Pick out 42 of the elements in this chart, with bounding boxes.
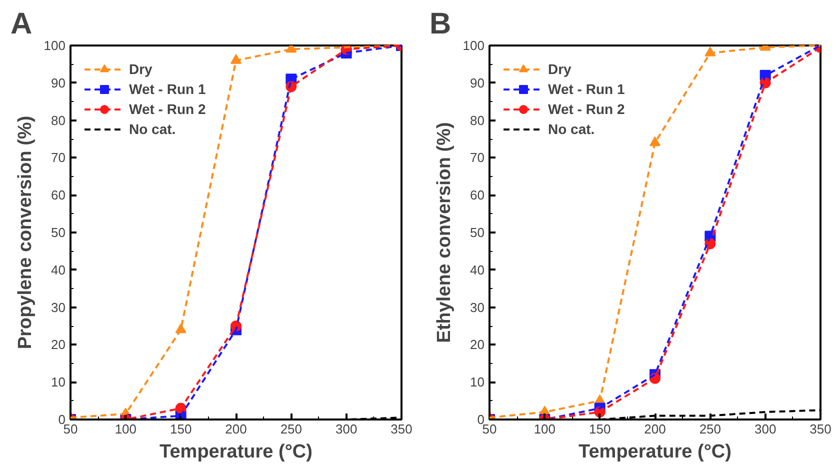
x-tick-label: 150 <box>170 422 192 436</box>
x-axis-title: Temperature (°C) <box>160 442 312 462</box>
y-tick-label: 90 <box>51 75 66 90</box>
x-tick-label: 200 <box>644 422 666 436</box>
y-tick-label: 10 <box>51 374 66 390</box>
legend-label: Wet - Run 2 <box>129 101 206 117</box>
y-axis-title: Propylene conversion (%) <box>14 116 36 350</box>
chart-title: A <box>10 8 32 40</box>
y-tick-label: 80 <box>470 112 485 128</box>
x-axis-title: Temperature (°C) <box>578 442 732 462</box>
x-tick-label: 350 <box>810 422 832 436</box>
legend-label: Wet - Run 1 <box>129 81 206 97</box>
y-tick-label: 30 <box>51 300 66 315</box>
x-tick-label: 350 <box>390 422 412 436</box>
y-tick-label: 90 <box>470 75 485 90</box>
x-tick-label: 250 <box>699 422 722 436</box>
y-tick-label: 20 <box>470 337 485 352</box>
y-tick-label: 60 <box>470 188 485 203</box>
y-tick-label: 100 <box>44 38 66 53</box>
y-tick-label: 50 <box>51 225 66 240</box>
y-tick-label: 70 <box>470 150 485 166</box>
y-axis-title: Ethylene conversion (%) <box>434 122 455 343</box>
legend-label: Dry <box>129 61 152 77</box>
y-tick-label: 70 <box>51 150 66 166</box>
y-tick-label: 50 <box>470 225 485 240</box>
y-tick-label: 20 <box>51 337 66 352</box>
y-tick-label: 40 <box>470 262 485 278</box>
y-tick-label: 100 <box>462 38 485 53</box>
x-tick-label: 300 <box>335 422 358 436</box>
x-tick-label: 250 <box>280 422 302 436</box>
x-tick-label: 200 <box>225 422 247 436</box>
y-tick-label: 10 <box>470 374 485 390</box>
y-tick-label: 40 <box>51 262 66 278</box>
y-tick-label: 60 <box>51 188 66 203</box>
y-tick-label: 30 <box>470 300 485 315</box>
x-tick-label: 300 <box>754 422 776 436</box>
x-tick-label: 100 <box>534 422 556 436</box>
x-tick-label: 100 <box>114 422 137 436</box>
chart-title: B <box>430 8 452 40</box>
y-tick-label: 80 <box>51 112 66 128</box>
legend-label: No cat. <box>129 121 176 137</box>
x-tick-label: 150 <box>588 422 611 436</box>
